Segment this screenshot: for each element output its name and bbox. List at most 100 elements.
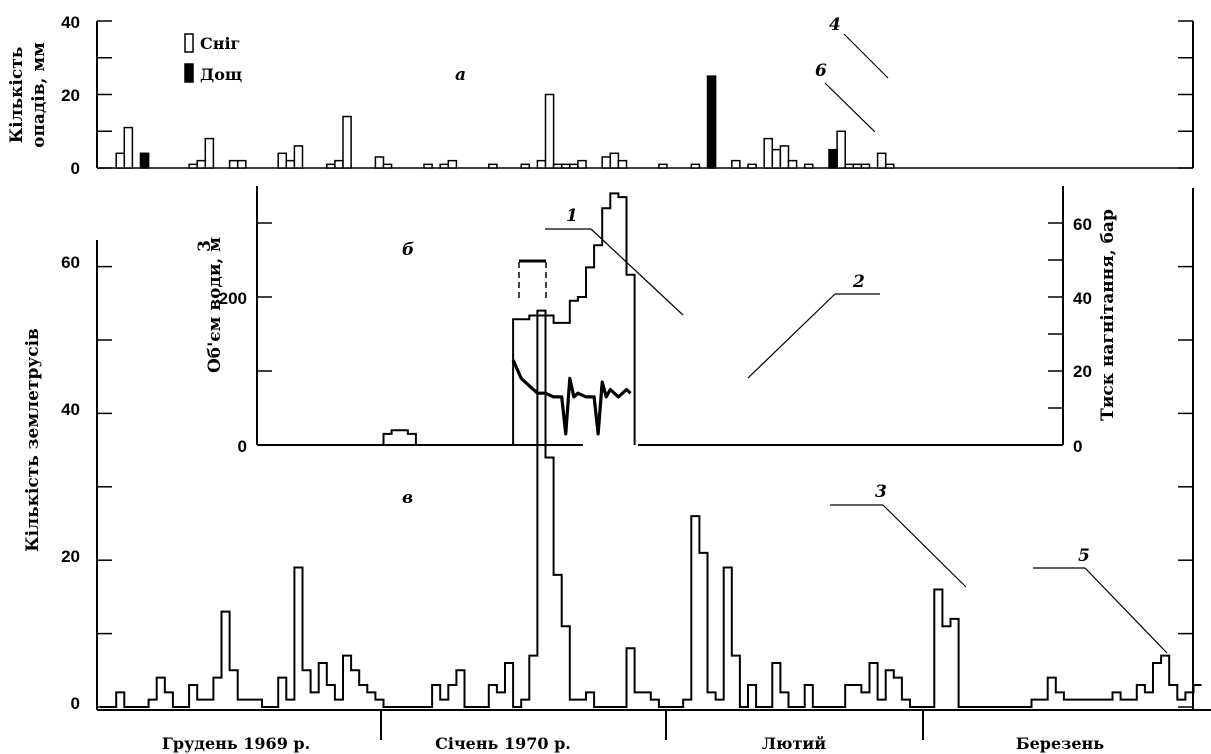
- snow-bar-28: [617, 159, 628, 169]
- inset-ticks: [257, 222, 1063, 446]
- precip-y-ticks: [97, 20, 1193, 169]
- month-label-december: Грудень 1969 р.: [162, 734, 310, 753]
- precip-tick-label-40: 40: [61, 13, 80, 32]
- snow-bar-4: [204, 137, 215, 169]
- snow-bar-20: [536, 159, 547, 169]
- snow-bar-27: [609, 152, 620, 169]
- snow-bar-41: [860, 163, 871, 169]
- quake-tick-label-0: 0: [71, 694, 80, 713]
- annotation-3-leader: [882, 504, 967, 588]
- snow-bar-42: [876, 152, 887, 169]
- rain-bar-0: [139, 152, 150, 169]
- earthquake-count-series: [100, 309, 1202, 708]
- snow-bar-31: [731, 159, 741, 169]
- annotation-4-leader: [843, 33, 889, 79]
- annotation-6-leader: [824, 82, 876, 133]
- inset-ylabel-left-superscript: 3: [195, 240, 215, 252]
- snow-bar-6: [236, 159, 247, 169]
- snow-bar-37: [803, 163, 814, 169]
- annotation-4-label: 4: [829, 15, 841, 35]
- snow-bar-38: [836, 130, 846, 169]
- snow-bar-29: [658, 163, 668, 169]
- snow-bar-11: [334, 159, 344, 169]
- snow-bar-0: [115, 152, 126, 169]
- snow-bar-1: [123, 126, 134, 169]
- snow-bar-40: [852, 163, 863, 169]
- month-label-march: Березень: [1016, 734, 1104, 753]
- snow-bar-22: [552, 163, 563, 169]
- rain-bar-1: [706, 75, 717, 169]
- annotation-2-label: 2: [852, 272, 865, 292]
- snow-bar-26: [601, 156, 612, 169]
- snow-bar-24: [569, 163, 579, 169]
- annotation-3-label: 3: [875, 482, 887, 502]
- snow-bar-19: [520, 163, 531, 169]
- legend-rain-label: Дощ: [200, 65, 242, 84]
- injection-panel: 0 200 0 20 40 60 Об'єм води, м 3 Тиск на…: [195, 186, 1118, 456]
- snow-bar-32: [747, 163, 757, 169]
- inset-left-tick-200: 200: [219, 289, 247, 308]
- legend-rain-swatch: [184, 63, 194, 83]
- annotation-2-leader: [747, 293, 836, 379]
- inset-left-tick-0: 0: [238, 437, 247, 456]
- snow-bar-7: [277, 152, 288, 169]
- snow-bar-34: [771, 148, 782, 169]
- snow-bar-8: [285, 159, 296, 169]
- quake-y-ticks: [97, 265, 1193, 708]
- inset-right-tick-60: 60: [1073, 215, 1092, 234]
- snow-bar-30: [690, 163, 701, 169]
- precip-panel-tag: а: [455, 65, 466, 85]
- annotation-6-label: 6: [815, 61, 827, 81]
- quake-ylabel: Кількість землетрусів: [23, 328, 43, 552]
- snow-bar-16: [439, 163, 450, 169]
- snow-bar-10: [326, 163, 336, 169]
- snow-bar-17: [447, 159, 458, 169]
- quake-tick-label-20: 20: [61, 547, 80, 566]
- snow-bar-25: [577, 159, 587, 169]
- legend-snow-label: Сніг: [200, 34, 240, 53]
- quake-panel-tag: в: [402, 488, 413, 508]
- snow-bar-43: [884, 163, 895, 169]
- snow-bar-36: [787, 159, 798, 169]
- snow-bar-14: [382, 163, 393, 169]
- annotation-5-leader: [1084, 567, 1168, 654]
- inset-ylabel-left: Об'єм води, м: [205, 237, 225, 373]
- annotation-1-leader: [590, 228, 684, 316]
- water-volume-series: [382, 192, 636, 446]
- earthquake-panel: 0 20 40 60 Кількість землетрусів в Груде…: [23, 188, 1211, 753]
- annotation-1-label: 1: [566, 206, 578, 226]
- snow-bar-35: [779, 145, 790, 169]
- inset-ylabel-right: Тиск нагнітання, бар: [1098, 209, 1118, 421]
- precip-tick-label-20: 20: [61, 86, 80, 105]
- month-label-february: Лютий: [762, 734, 826, 753]
- precip-ylabel-line2: опадів, мм: [29, 42, 49, 148]
- annotation-5-label: 5: [1078, 546, 1090, 566]
- legend-snow-swatch: [184, 33, 194, 53]
- inset-right-tick-40: 40: [1073, 289, 1092, 308]
- snow-bar-23: [560, 163, 571, 169]
- rain-bar-2: [828, 148, 838, 169]
- snow-bar-5: [228, 159, 239, 169]
- quake-tick-label-60: 60: [61, 253, 80, 272]
- precip-tick-label-0: 0: [71, 159, 80, 178]
- precip-bars: [115, 75, 895, 169]
- snow-bar-9: [293, 145, 304, 169]
- snow-bar-21: [544, 93, 555, 169]
- snow-bar-18: [488, 163, 498, 169]
- month-label-january: Січень 1970 р.: [435, 734, 571, 753]
- snow-bar-33: [763, 137, 774, 169]
- snow-bar-39: [844, 163, 855, 169]
- inset-right-tick-0: 0: [1073, 437, 1082, 456]
- inset-panel-tag: б: [402, 240, 414, 260]
- quake-tick-label-40: 40: [61, 400, 80, 419]
- snow-bar-3: [196, 159, 207, 169]
- inset-right-tick-20: 20: [1073, 362, 1092, 381]
- snow-bar-13: [374, 156, 385, 169]
- snow-bar-2: [188, 163, 198, 169]
- snow-bar-15: [423, 163, 433, 169]
- injection-pressure-series: [511, 359, 632, 436]
- precipitation-panel: 0 20 40 Кількість опадів, мм а Сніг Дощ …: [7, 13, 1194, 178]
- precip-ylabel-line1: Кількість: [7, 47, 27, 144]
- snow-bar-12: [342, 115, 352, 169]
